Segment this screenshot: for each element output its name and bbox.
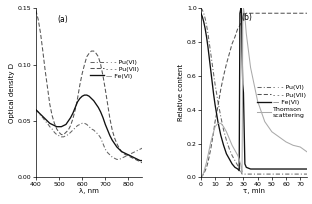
- Legend: - · - Pu(VI), - - - Pu(VII), — Fe(VI), Thomson
scattering: - · - Pu(VI), - - - Pu(VII), — Fe(VI), T…: [256, 84, 306, 118]
- Y-axis label: Relative content: Relative content: [178, 64, 184, 121]
- Legend: - · - Pu(VI), - - - Pu(VII), — Fe(VI): - · - Pu(VI), - - - Pu(VII), — Fe(VI): [89, 59, 139, 79]
- X-axis label: λ, nm: λ, nm: [79, 188, 99, 194]
- Text: (a): (a): [57, 15, 68, 24]
- Text: (b): (b): [241, 13, 252, 22]
- X-axis label: τ, min: τ, min: [243, 188, 265, 194]
- Y-axis label: Optical density D: Optical density D: [9, 63, 15, 123]
